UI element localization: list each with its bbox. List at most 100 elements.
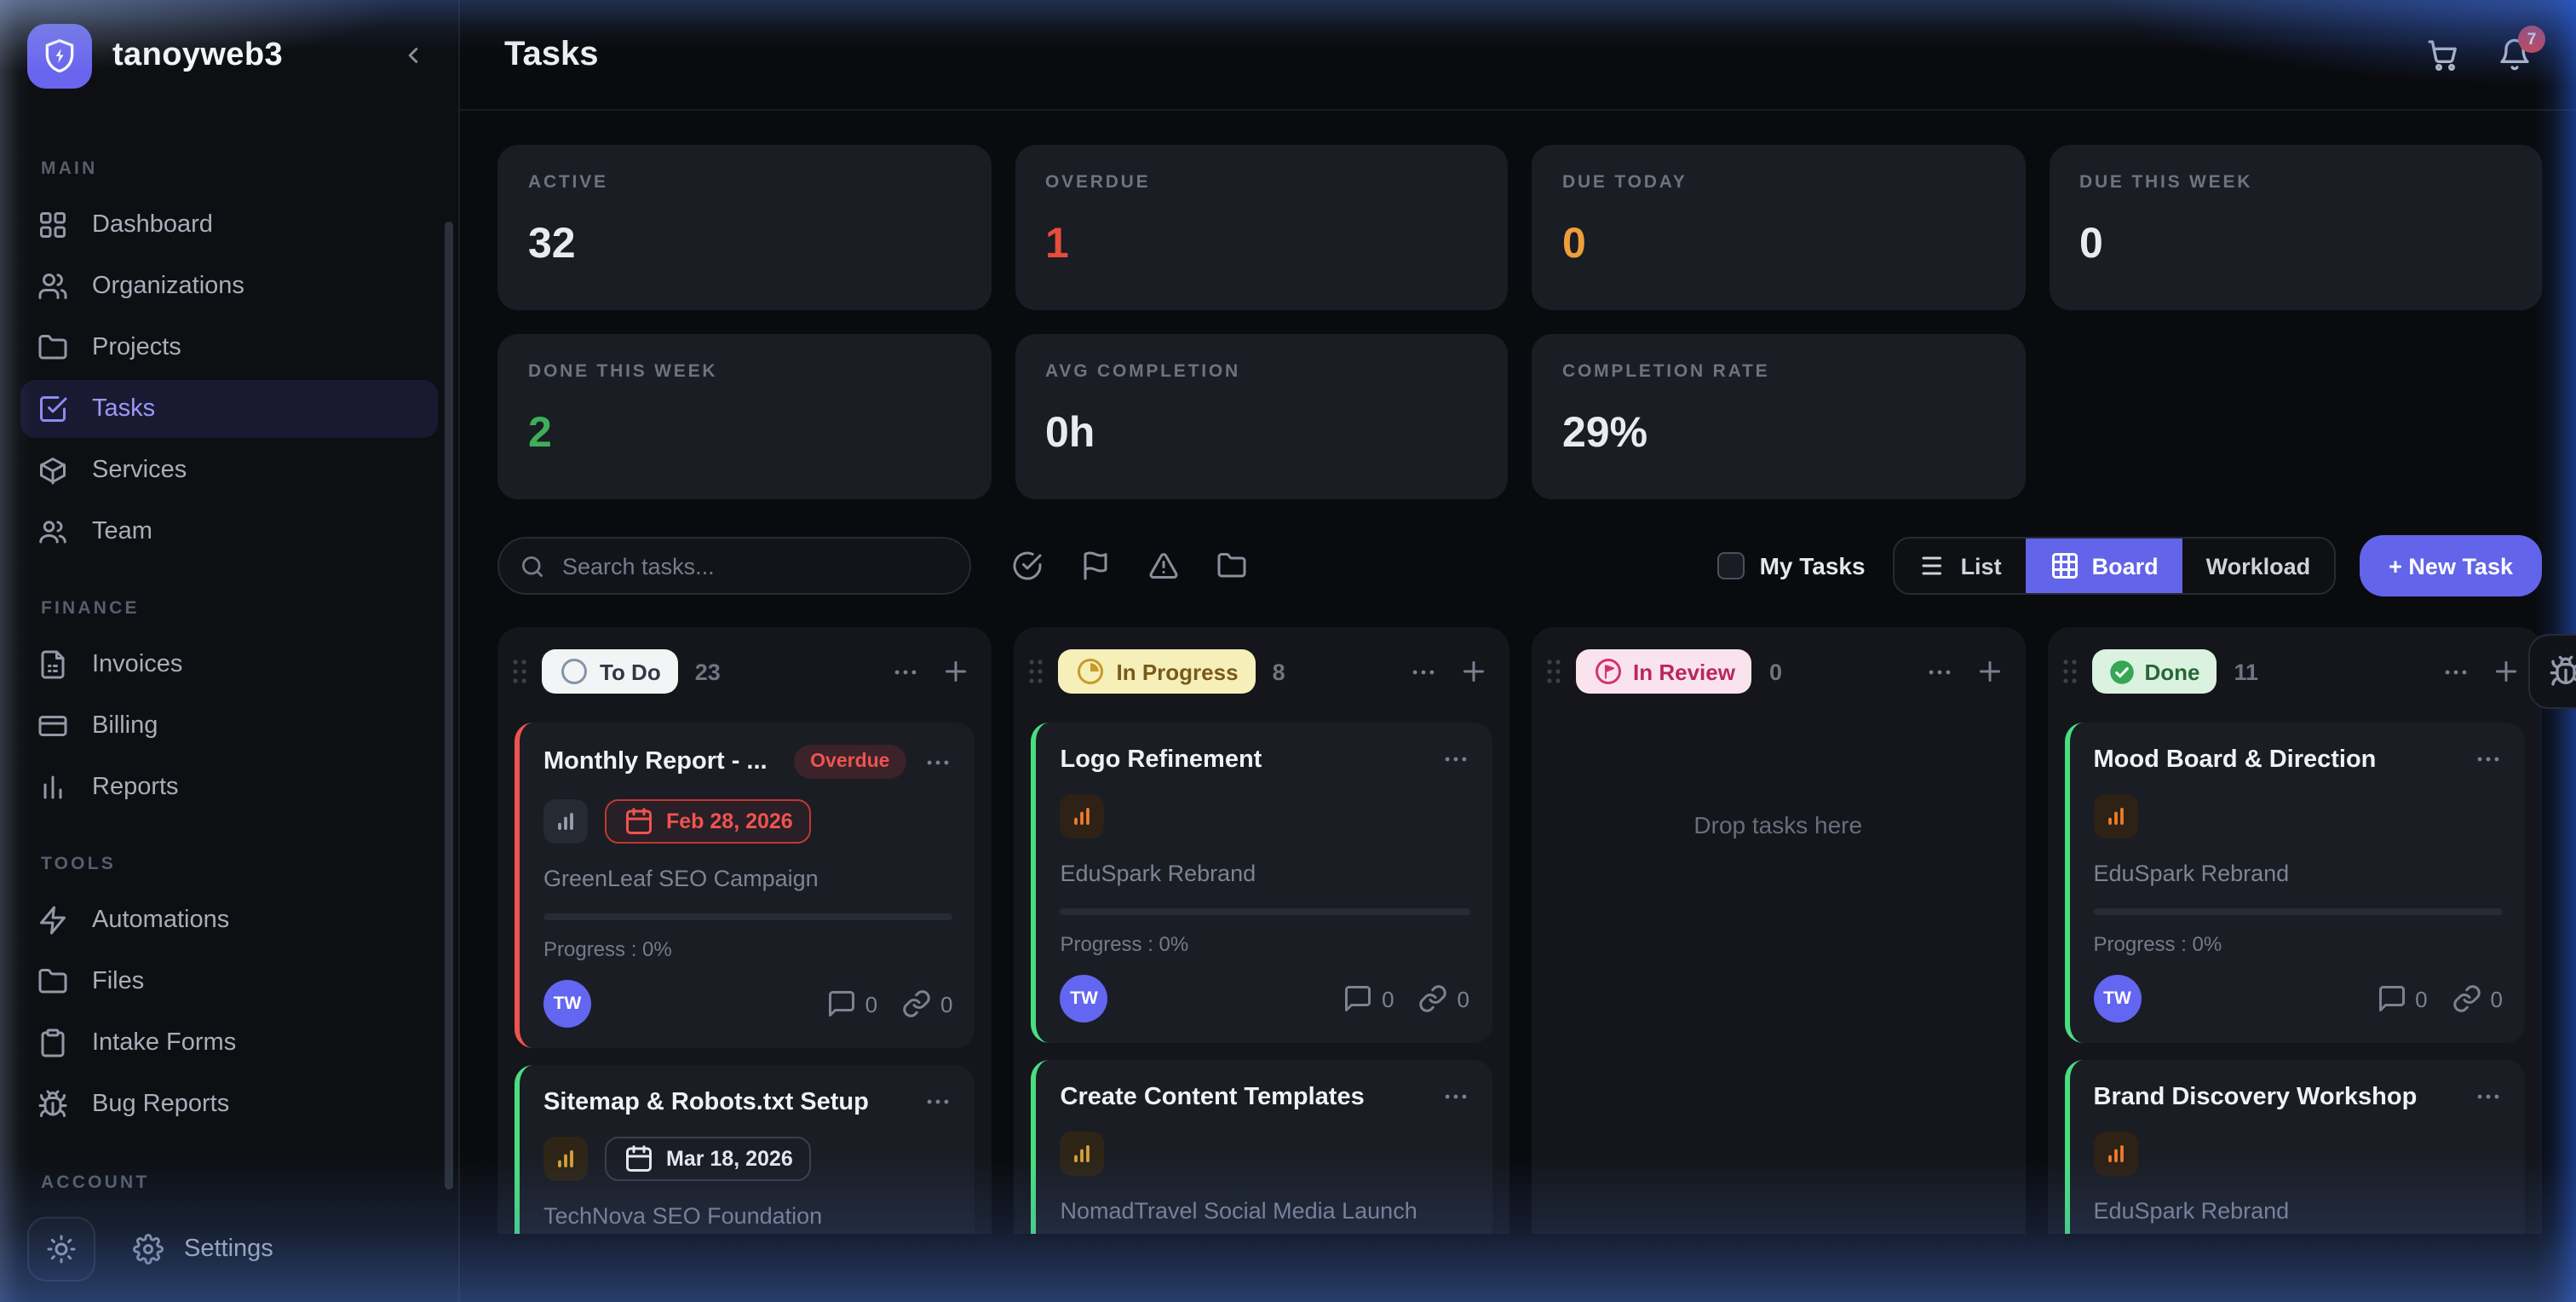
sidebar-item-organizations[interactable]: Organizations: [20, 257, 438, 315]
column-count: 23: [694, 659, 721, 684]
task-menu-button[interactable]: [1440, 1082, 1469, 1111]
gear-icon: [133, 1234, 164, 1265]
grip-icon[interactable]: [1544, 658, 1561, 685]
progress-label: Progress : 0%: [1060, 932, 1189, 956]
notifications-button[interactable]: 7: [2498, 26, 2545, 72]
view-tab-workload[interactable]: Workload: [2182, 539, 2335, 593]
assignee-avatar[interactable]: TW: [543, 980, 591, 1028]
task-menu-button[interactable]: [924, 1087, 953, 1116]
board-column-in-progress: In Progress 8 Logo Refinement EduSpark Rebr…: [1014, 627, 1509, 1234]
grip-icon[interactable]: [2061, 658, 2079, 685]
sidebar-item-intake-forms[interactable]: Intake Forms: [20, 1014, 438, 1072]
column-add-task-button[interactable]: [1975, 656, 2005, 687]
links-count: 0: [2452, 983, 2503, 1014]
sidebar-item-files[interactable]: Files: [20, 953, 438, 1011]
brand-name: tanoyweb3: [112, 37, 283, 72]
task-menu-button[interactable]: [924, 747, 953, 776]
bug-icon: [2550, 655, 2576, 686]
task-card[interactable]: Mood Board & Direction EduSpark Rebrand Pr…: [2064, 723, 2525, 1043]
sidebar-item-reports[interactable]: Reports: [20, 758, 438, 816]
sidebar-scrollbar[interactable]: [445, 222, 453, 1190]
sidebar-item-label: Automations: [92, 907, 230, 934]
task-project-name: EduSpark Rebrand: [1060, 861, 1256, 886]
sidebar-item-team[interactable]: Team: [20, 503, 438, 561]
view-tab-label: Workload: [2205, 553, 2311, 579]
assignee-avatar[interactable]: TW: [1060, 975, 1108, 1023]
column-add-task-button[interactable]: [2491, 656, 2521, 687]
sidebar-item-label: Tasks: [92, 395, 156, 423]
sidebar-item-projects[interactable]: Projects: [20, 319, 438, 377]
tasks-toolbar: My Tasks List Board Workload + New Task: [460, 499, 2576, 596]
column-add-task-button[interactable]: [941, 656, 972, 687]
task-menu-button[interactable]: [1440, 745, 1469, 774]
sidebar-item-label: Files: [92, 968, 145, 995]
sidebar-item-bug-reports[interactable]: Bug Reports: [20, 1075, 438, 1133]
sidebar-item-automations[interactable]: Automations: [20, 891, 438, 949]
zap-icon: [37, 905, 68, 936]
theme-toggle-button[interactable]: [27, 1217, 95, 1282]
column-menu-button[interactable]: [1925, 657, 1954, 686]
task-card[interactable]: Create Content Templates NomadTravel Soci…: [1031, 1060, 1492, 1234]
sidebar-item-services[interactable]: Services: [20, 441, 438, 499]
column-add-task-button[interactable]: [1458, 656, 1488, 687]
task-card[interactable]: Sitemap & Robots.txt Setup Mar 18, 2026 Te…: [515, 1065, 975, 1234]
assignee-avatar[interactable]: TW: [2093, 975, 2142, 1023]
grip-icon[interactable]: [511, 658, 528, 685]
folder-icon[interactable]: [1216, 550, 1247, 581]
stat-value: 0: [1562, 220, 1586, 268]
stat-label: DONE THIS WEEK: [528, 361, 718, 382]
task-menu-button[interactable]: [2474, 745, 2503, 774]
alert-triangle-icon[interactable]: [1148, 550, 1179, 581]
sidebar-item-label: Invoices: [92, 651, 183, 678]
card-title-row: Monthly Report - ... Overdue: [543, 745, 953, 779]
check-circle-icon[interactable]: [1012, 550, 1043, 581]
due-date-label: Feb 28, 2026: [666, 809, 793, 833]
task-card[interactable]: Brand Discovery Workshop EduSpark Rebrand…: [2064, 1060, 2525, 1234]
my-tasks-checkbox[interactable]: [1716, 552, 1745, 579]
progress-label: Progress : 0%: [543, 937, 672, 961]
column-menu-button[interactable]: [1408, 657, 1437, 686]
card-title-row: Sitemap & Robots.txt Setup: [543, 1087, 953, 1116]
sidebar-item-dashboard[interactable]: Dashboard: [20, 196, 438, 254]
sidebar-item-billing[interactable]: Billing: [20, 697, 438, 755]
view-tab-label: List: [1960, 553, 2002, 579]
task-meta-row: Feb 28, 2026: [543, 799, 953, 844]
cart-button[interactable]: [2426, 37, 2460, 72]
task-title: Mood Board & Direction: [2093, 746, 2377, 773]
cube-icon: [37, 455, 68, 486]
sidebar-item-settings[interactable]: Settings: [133, 1234, 273, 1265]
team-icon: [37, 516, 68, 547]
my-tasks-toggle[interactable]: My Tasks: [1716, 552, 1866, 579]
board-column-done: Done 11 Mood Board & Direction EduSpark Reb…: [2047, 627, 2542, 1234]
grip-icon[interactable]: [1028, 658, 1045, 685]
column-body: Logo Refinement EduSpark Rebrand Progress …: [1015, 716, 1509, 1234]
task-title: Create Content Templates: [1060, 1083, 1365, 1110]
bug-report-fab[interactable]: [2528, 634, 2576, 709]
comments-count: 0: [826, 988, 877, 1019]
chevron-left-icon: [407, 48, 417, 63]
due-date-label: Mar 18, 2026: [666, 1147, 793, 1171]
column-menu-button[interactable]: [2441, 657, 2470, 686]
sidebar-item-invoices[interactable]: Invoices: [20, 636, 438, 694]
bar-chart-icon: [37, 772, 68, 803]
task-menu-button[interactable]: [2474, 1082, 2503, 1111]
view-tab-board[interactable]: Board: [2025, 539, 2182, 593]
clock-status-icon: [1076, 656, 1107, 687]
column-menu-button[interactable]: [892, 657, 921, 686]
task-title: Brand Discovery Workshop: [2093, 1083, 2418, 1110]
sidebar-item-tasks[interactable]: Tasks: [20, 380, 438, 438]
task-title: Sitemap & Robots.txt Setup: [543, 1088, 869, 1115]
task-card[interactable]: Monthly Report - ... Overdue Feb 28, 2026 G…: [515, 723, 975, 1048]
sidebar-collapse-button[interactable]: [394, 37, 431, 74]
view-tab-list[interactable]: List: [1895, 539, 2026, 593]
search-input[interactable]: [559, 551, 949, 580]
task-card-footer: TW 0 0: [2093, 975, 2503, 1023]
task-project-name: NomadTravel Social Media Launch: [1060, 1198, 1417, 1224]
flag-icon[interactable]: [1080, 550, 1111, 581]
stats-grid: ACTIVE 32 OVERDUE 1 DUE TODAY 0 DUE THIS WEEK 0…: [460, 111, 2576, 499]
page-title: Tasks: [504, 35, 599, 72]
task-card[interactable]: Logo Refinement EduSpark Rebrand Progress …: [1031, 723, 1492, 1043]
task-card-footer: TW 0 0: [543, 980, 953, 1028]
new-task-button[interactable]: + New Task: [2360, 535, 2542, 596]
